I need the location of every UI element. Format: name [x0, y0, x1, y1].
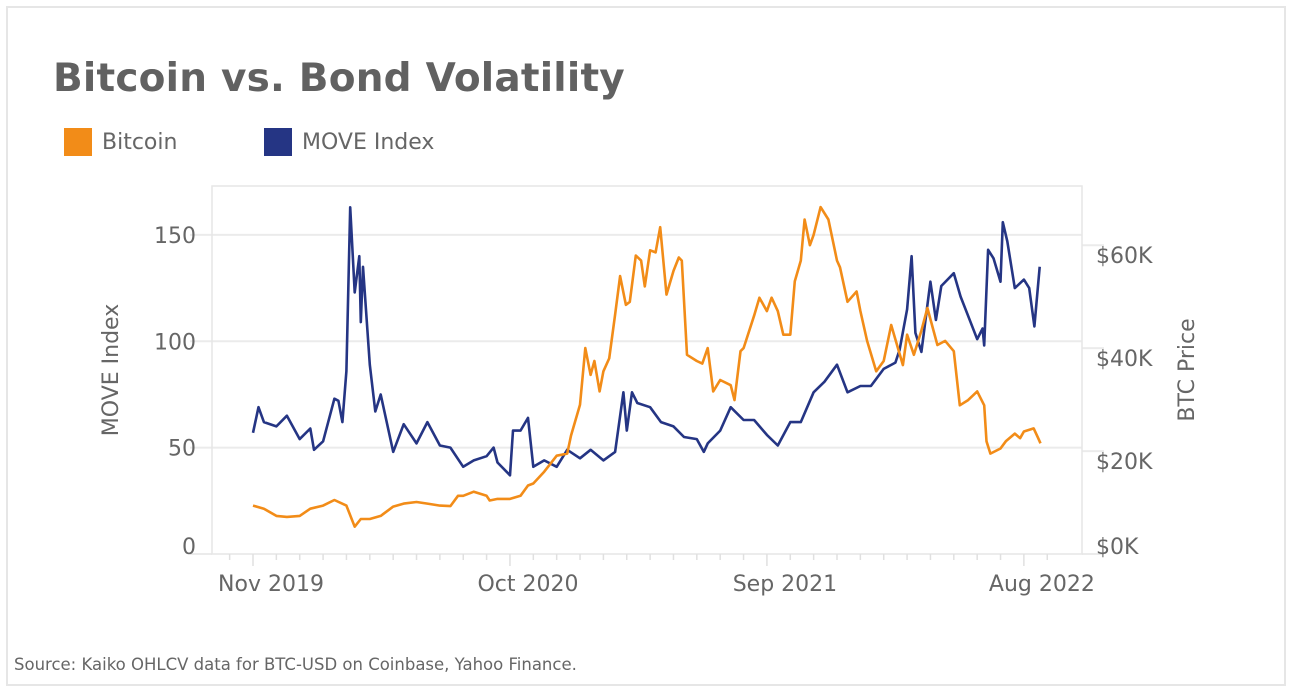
- axis-labels: 0 50 100 150 $0K $20K $40K $60K Nov 2019 Oct 2020…: [154, 224, 1153, 597]
- chart-title: Bitcoin vs. Bond Volatility: [53, 56, 625, 101]
- x-tick-label: Sep 2021: [733, 572, 837, 597]
- y-left-axis-title: MOVE Index: [99, 304, 124, 436]
- y-right-tick-label: $40K: [1096, 347, 1153, 372]
- series-lines: [251, 205, 1042, 529]
- gridlines: [190, 233, 1104, 555]
- y-left-tick-label: 100: [154, 330, 196, 355]
- y-left-tick-label: 0: [182, 535, 196, 560]
- x-axis-ticks: [228, 554, 1048, 566]
- legend-swatch-bitcoin: [64, 128, 92, 156]
- y-right-axis-title: BTC Price: [1175, 318, 1200, 421]
- y-left-tick-label: 150: [154, 224, 196, 249]
- legend-label-bitcoin: Bitcoin: [102, 129, 178, 155]
- legend-label-move-index: MOVE Index: [302, 129, 435, 155]
- y-left-tick-label: 50: [168, 437, 196, 462]
- chart-frame: [6, 6, 1286, 686]
- x-tick-label: Oct 2020: [477, 572, 578, 597]
- series-line-bitcoin: [252, 205, 1042, 529]
- y-right-tick-label: $60K: [1096, 244, 1153, 269]
- x-tick-label: Nov 2019: [218, 572, 324, 597]
- plot-border: [211, 185, 1083, 555]
- y-right-tick-label: $0K: [1096, 535, 1139, 560]
- y-right-tick-label: $20K: [1096, 450, 1153, 475]
- source-note: Source: Kaiko OHLCV data for BTC-USD on …: [14, 655, 577, 674]
- legend-item-move-index[interactable]: MOVE Index: [264, 128, 434, 156]
- series-line-move-index: [251, 206, 1041, 477]
- x-tick-label: Aug 2022: [989, 572, 1095, 597]
- legend-item-bitcoin[interactable]: Bitcoin: [64, 128, 177, 156]
- legend-swatch-move-index: [264, 128, 292, 156]
